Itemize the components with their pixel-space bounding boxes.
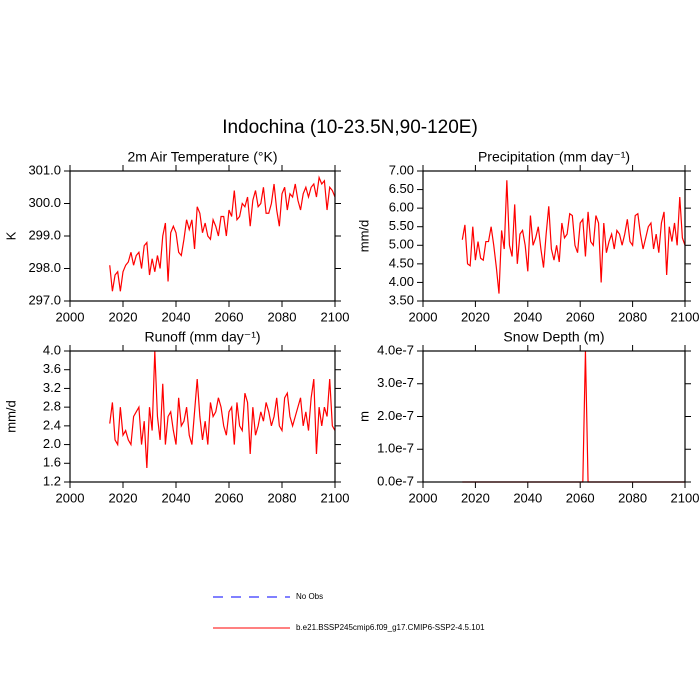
x-tick-label: 2100 bbox=[321, 490, 350, 505]
y-tick-label: 1.0e-7 bbox=[377, 441, 414, 456]
data-line bbox=[462, 350, 685, 483]
plot-frame bbox=[69, 350, 336, 483]
x-tick-label: 2040 bbox=[162, 490, 191, 505]
x-tick-label: 2000 bbox=[56, 309, 85, 324]
x-tick-label: 2080 bbox=[618, 309, 647, 324]
y-tick-label: 299.0 bbox=[28, 227, 61, 242]
y-tick-label: 2.0 bbox=[43, 436, 61, 451]
x-tick-label: 2080 bbox=[618, 490, 647, 505]
plot-frame bbox=[422, 170, 686, 302]
x-tick-label: 2100 bbox=[321, 309, 350, 324]
legend-label: No Obs bbox=[296, 592, 323, 601]
x-tick-label: 2000 bbox=[409, 309, 438, 324]
y-tick-label: 301.0 bbox=[28, 162, 61, 177]
y-tick-label: 2.8 bbox=[43, 399, 61, 414]
x-tick-label: 2040 bbox=[513, 309, 542, 324]
x-tick-label: 2040 bbox=[162, 309, 191, 324]
x-tick-label: 2020 bbox=[461, 309, 490, 324]
plot-frame bbox=[69, 170, 336, 302]
panel-title: Snow Depth (m) bbox=[503, 329, 604, 345]
x-tick-label: 2060 bbox=[215, 490, 244, 505]
y-tick-label: 6.50 bbox=[389, 181, 414, 196]
x-tick-label: 2020 bbox=[461, 490, 490, 505]
data-line bbox=[109, 350, 336, 468]
y-axis-label: mm/d bbox=[356, 220, 371, 253]
y-tick-label: 2.4 bbox=[43, 417, 61, 432]
y-tick-label: 4.00 bbox=[389, 274, 414, 289]
y-tick-label: 1.2 bbox=[43, 473, 61, 488]
y-tick-label: 5.50 bbox=[389, 218, 414, 233]
y-tick-label: 5.00 bbox=[389, 237, 414, 252]
x-tick-label: 2020 bbox=[109, 490, 138, 505]
x-tick-label: 2000 bbox=[409, 490, 438, 505]
plot-frame bbox=[422, 350, 686, 483]
x-tick-label: 2080 bbox=[268, 309, 297, 324]
data-line bbox=[109, 175, 336, 292]
x-tick-label: 2100 bbox=[671, 309, 700, 324]
y-axis-label: K bbox=[3, 231, 18, 240]
y-tick-label: 300.0 bbox=[28, 195, 61, 210]
y-tick-label: 4.0 bbox=[43, 342, 61, 357]
y-tick-label: 4.0e-7 bbox=[377, 342, 414, 357]
y-axis-label: m bbox=[356, 411, 371, 422]
y-tick-label: 3.2 bbox=[43, 380, 61, 395]
y-tick-label: 0.0e-7 bbox=[377, 473, 414, 488]
y-tick-label: 2.0e-7 bbox=[377, 408, 414, 423]
y-tick-label: 297.0 bbox=[28, 292, 61, 307]
x-tick-label: 2060 bbox=[566, 309, 595, 324]
x-tick-label: 2060 bbox=[215, 309, 244, 324]
x-tick-label: 2040 bbox=[513, 490, 542, 505]
x-tick-label: 2000 bbox=[56, 490, 85, 505]
panel-title: Runoff (mm day⁻¹) bbox=[144, 329, 260, 345]
y-tick-label: 1.6 bbox=[43, 455, 61, 470]
y-axis-label: mm/d bbox=[3, 400, 18, 433]
x-tick-label: 2020 bbox=[109, 309, 138, 324]
x-tick-label: 2100 bbox=[671, 490, 700, 505]
y-tick-label: 3.50 bbox=[389, 292, 414, 307]
y-tick-label: 6.00 bbox=[389, 200, 414, 215]
y-tick-label: 3.6 bbox=[43, 361, 61, 376]
legend-label: b.e21.BSSP245cmip6.f09_g17.CMIP6-SSP2-4.… bbox=[296, 623, 485, 632]
y-tick-label: 7.00 bbox=[389, 162, 414, 177]
x-tick-label: 2060 bbox=[566, 490, 595, 505]
x-tick-label: 2080 bbox=[268, 490, 297, 505]
panel-title: Precipitation (mm day⁻¹) bbox=[478, 149, 630, 165]
panel-title: 2m Air Temperature (°K) bbox=[127, 149, 277, 165]
y-tick-label: 298.0 bbox=[28, 260, 61, 275]
y-tick-label: 4.50 bbox=[389, 255, 414, 270]
data-line bbox=[461, 180, 686, 294]
y-tick-label: 3.0e-7 bbox=[377, 375, 414, 390]
figure-title: Indochina (10-23.5N,90-120E) bbox=[222, 117, 478, 138]
